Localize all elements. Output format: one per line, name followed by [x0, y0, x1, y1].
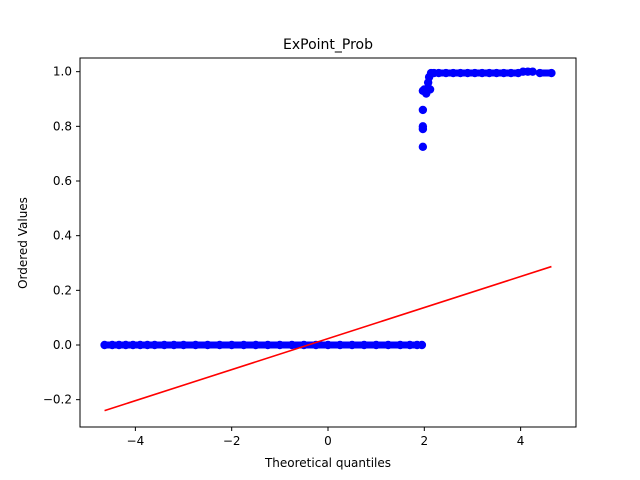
scatter-point — [477, 68, 487, 78]
scatter-point — [371, 340, 381, 350]
scatter-point — [547, 68, 556, 78]
y-tick-label: 0.6 — [53, 174, 72, 188]
scatter-point — [434, 68, 443, 78]
scatter-point — [359, 340, 369, 350]
y-tick-label: −0.2 — [43, 393, 72, 407]
y-tick-label: 0.8 — [53, 119, 72, 133]
scatter-point — [499, 68, 508, 78]
axis-ticks: −4 −2 0 2 4 −0.2 0.0 0.2 0.4 0.6 0.8 1.0 — [43, 65, 525, 448]
y-tick-label: 1.0 — [53, 65, 72, 79]
scatter-point — [383, 340, 393, 350]
y-tick-label: 0.2 — [53, 283, 72, 297]
scatter-point — [100, 340, 109, 350]
scatter-point — [463, 68, 472, 78]
scatter-point — [323, 340, 333, 350]
y-axis-label: Ordered Values — [16, 197, 30, 289]
scatter-point — [418, 122, 428, 131]
scatter-point — [535, 68, 545, 78]
scatter-point — [506, 68, 516, 78]
scatter-point — [456, 68, 465, 78]
scatter-point — [179, 340, 188, 350]
plot-area — [100, 67, 556, 412]
x-tick-label: 4 — [517, 434, 525, 448]
scatter-point — [335, 340, 345, 350]
scatter-point — [128, 340, 138, 350]
chart-title: ExPoint_Prob — [283, 37, 373, 53]
x-tick-label: −2 — [223, 434, 241, 448]
scatter-point — [135, 340, 145, 350]
y-tick-label: 0.0 — [53, 338, 72, 352]
scatter-point — [108, 340, 117, 350]
scatter-point — [418, 142, 428, 152]
scatter-point — [150, 340, 159, 350]
y-tick-label: 0.4 — [53, 229, 72, 243]
scatter-point — [169, 340, 179, 350]
fit-line — [104, 265, 552, 412]
scatter-point — [485, 68, 494, 78]
scatter-point — [239, 340, 248, 350]
scatter-point — [203, 340, 212, 350]
scatter-point — [263, 340, 273, 350]
scatter-point — [121, 340, 130, 350]
scatter-point — [418, 105, 428, 115]
scatter-point — [492, 68, 501, 78]
scatter-point — [417, 340, 427, 350]
scatter-point — [441, 68, 451, 78]
x-axis-label: Theoretical quantiles — [264, 456, 391, 470]
scatter-point — [528, 67, 537, 76]
scatter-point — [251, 340, 260, 350]
scatter-point — [425, 85, 435, 94]
x-tick-label: 0 — [324, 434, 332, 448]
scatter-point — [287, 340, 297, 350]
scatter-point — [114, 340, 124, 350]
scatter-point — [275, 340, 285, 350]
x-tick-label: 2 — [420, 434, 428, 448]
axes-frame — [79, 57, 577, 428]
x-tick-label: −4 — [127, 434, 145, 448]
scatter-point — [191, 340, 200, 350]
scatter-point — [449, 68, 458, 78]
scatter-point — [215, 340, 224, 350]
scatter-point — [470, 68, 480, 78]
scatter-point — [143, 340, 152, 350]
scatter-point — [347, 340, 357, 350]
scatter-point — [160, 340, 169, 350]
scatter-point — [396, 340, 405, 350]
scatter-point — [227, 340, 236, 350]
scatter-point — [405, 340, 415, 350]
